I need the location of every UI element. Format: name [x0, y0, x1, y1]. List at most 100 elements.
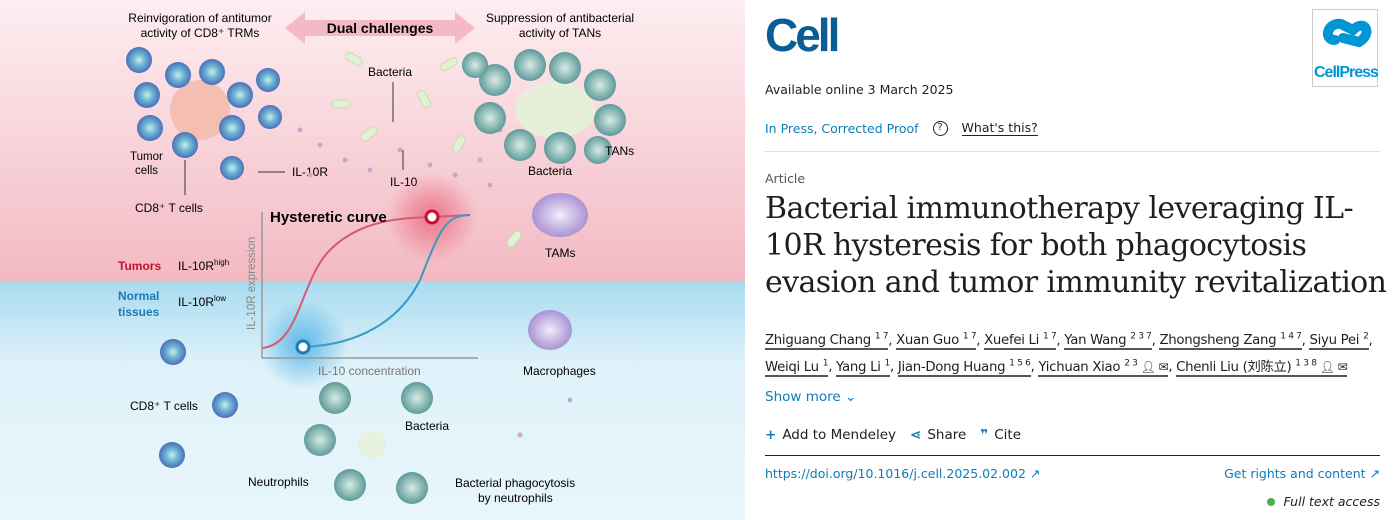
tans: [462, 49, 626, 164]
affiliation-sup: 1 7: [874, 332, 889, 342]
author-name: Siyu Pei: [1309, 333, 1360, 349]
author-link[interactable]: Zhiguang Chang 1 7: [765, 332, 889, 351]
whats-this-link[interactable]: What's this?: [961, 120, 1038, 136]
author-name: Weiqi Lu: [765, 359, 819, 375]
access-badge: Full text access: [1267, 494, 1380, 509]
label-phagocytosis-2: by neutrophils: [478, 491, 553, 505]
label-macrophages: Macrophages: [523, 364, 596, 378]
show-more-label: Show more: [765, 389, 841, 405]
author-link[interactable]: Yang Li 1: [836, 358, 891, 377]
label-bacteria-top: Bacteria: [368, 65, 412, 79]
cellpress-logo[interactable]: CellPress: [1312, 9, 1379, 87]
author-name: Yang Li: [836, 359, 881, 375]
doi-text: https://doi.org/10.1016/j.cell.2025.02.0…: [765, 466, 1026, 481]
label-normal: Normal: [118, 289, 159, 303]
article-header: Cell CellPress Available online 3 March …: [765, 0, 1387, 520]
author-name: Zhongsheng Zang: [1159, 333, 1277, 349]
label-reinvig-2: activity of CD8⁺ TRMs: [141, 26, 260, 40]
mail-icon: ✉︎: [1337, 359, 1348, 374]
affiliation-sup: 1 7: [962, 332, 977, 342]
cellpress-mark-icon: [1322, 18, 1372, 48]
cite-button[interactable]: ❞ Cite: [980, 427, 1021, 443]
mendeley-label: Add to Mendeley: [782, 427, 897, 443]
label-neutrophils: Neutrophils: [248, 475, 309, 489]
divider-dark: [765, 455, 1380, 456]
bacteria-cluster: [358, 431, 386, 459]
author-link[interactable]: Weiqi Lu 1: [765, 358, 829, 377]
label-il10r: IL-10R: [292, 165, 328, 179]
high-state-marker: [424, 209, 440, 225]
label-tumor-cells-2: cells: [135, 165, 158, 177]
add-to-mendeley-button[interactable]: + Add to Mendeley: [765, 427, 896, 443]
author-link[interactable]: Siyu Pei 2: [1309, 332, 1369, 351]
author-name: Yan Wang: [1064, 333, 1127, 349]
show-more-button[interactable]: Show more ⌄: [765, 389, 856, 405]
macrophage: [528, 310, 572, 350]
article-type: Article: [765, 171, 806, 186]
author-list: Zhiguang Chang 1 7, Xuan Guo 1 7, Xuefei…: [765, 332, 1373, 377]
affiliation-sup: 1 7: [1042, 332, 1057, 342]
low-state-marker: [295, 339, 311, 355]
label-il10r-high: IL-10Rhigh: [178, 258, 229, 273]
y-axis-label: IL-10R expression: [246, 237, 258, 330]
author-link[interactable]: Xuan Guo 1 7: [896, 332, 977, 351]
author-name: Xuefei Li: [984, 333, 1040, 349]
label-cd8-bottom: CD8⁺ T cells: [130, 399, 198, 413]
cell-journal-logo[interactable]: Cell: [765, 9, 840, 61]
author-name: Zhiguang Chang: [765, 333, 871, 349]
doi-link[interactable]: https://doi.org/10.1016/j.cell.2025.02.0…: [765, 466, 1040, 481]
share-icon: ⋖: [910, 427, 922, 443]
article-title: Bacterial immunotherapy leveraging IL-10…: [765, 191, 1387, 300]
status-link[interactable]: In Press, Corrected Proof: [765, 120, 919, 136]
rights-link[interactable]: Get rights and content ↗: [1224, 466, 1380, 481]
author-name: Jian-Dong Huang: [897, 359, 1006, 375]
double-arrow: [285, 12, 475, 44]
plus-icon: +: [765, 427, 777, 443]
available-online: Available online 3 March 2025: [765, 82, 954, 97]
external-link-icon: ↗: [1029, 466, 1041, 481]
author-link[interactable]: Yan Wang 2 3 7: [1064, 332, 1152, 351]
affiliation-sup: 1 3 8: [1295, 358, 1317, 369]
person-icon: 👤︎: [1319, 359, 1335, 374]
t-cells-top: [126, 47, 282, 180]
label-phagocytosis: Bacterial phagocytosis: [455, 476, 575, 490]
rights-text: Get rights and content: [1224, 466, 1366, 481]
label-suppr: Suppression of antibacterial: [486, 11, 634, 25]
author-link[interactable]: Xuefei Li 1 7: [984, 332, 1057, 351]
t-cells-bottom: [159, 339, 238, 468]
label-tumors: Tumors: [118, 259, 161, 273]
label-tams: TAMs: [545, 246, 575, 260]
label-hysteretic-curve: Hysteretic curve: [270, 209, 387, 226]
affiliation-sup: 1: [822, 358, 829, 369]
affiliation-sup: 1 5 6: [1009, 358, 1031, 369]
affiliation-sup: 1 4 7: [1280, 332, 1302, 342]
author-link[interactable]: Chenli Liu (刘陈立) 1 3 8 👤︎ ✉︎: [1176, 358, 1348, 377]
label-cd8-top: CD8⁺ T cells: [135, 201, 203, 215]
label-dual: Dual challenges: [327, 20, 434, 36]
tam: [532, 193, 588, 237]
access-dot-icon: [1267, 498, 1276, 506]
cite-label: Cite: [994, 427, 1022, 443]
access-text: Full text access: [1283, 494, 1380, 509]
share-button[interactable]: ⋖ Share: [910, 427, 966, 443]
affiliation-sup: 2: [1363, 332, 1369, 342]
author-name: Yichuan Xiao: [1038, 359, 1121, 375]
quote-icon: ❞: [980, 427, 989, 443]
label-bacteria-tan: Bacteria: [528, 164, 572, 178]
affiliation-sup: 2 3 7: [1130, 332, 1152, 342]
external-link-icon: ↗: [1369, 466, 1380, 481]
label-il10r-low: IL-10Rlow: [178, 294, 226, 309]
author-name: Chenli Liu (刘陈立): [1176, 359, 1292, 375]
author-link[interactable]: Yichuan Xiao 2 3 👤︎ ✉︎: [1038, 358, 1169, 377]
tumor-cells: [170, 80, 230, 140]
label-suppr-2: activity of TANs: [519, 26, 601, 40]
help-icon[interactable]: ?: [932, 120, 948, 136]
author-link[interactable]: Zhongsheng Zang 1 4 7: [1159, 332, 1302, 351]
chevron-down-icon: ⌄: [844, 389, 857, 405]
cellpress-text: CellPress: [1314, 64, 1379, 81]
mail-icon: ✉︎: [1158, 359, 1169, 374]
person-icon: 👤︎: [1140, 359, 1156, 374]
author-link[interactable]: Jian-Dong Huang 1 5 6: [897, 358, 1031, 377]
affiliation-sup: 1: [884, 358, 891, 369]
blue-curve: [302, 214, 471, 348]
